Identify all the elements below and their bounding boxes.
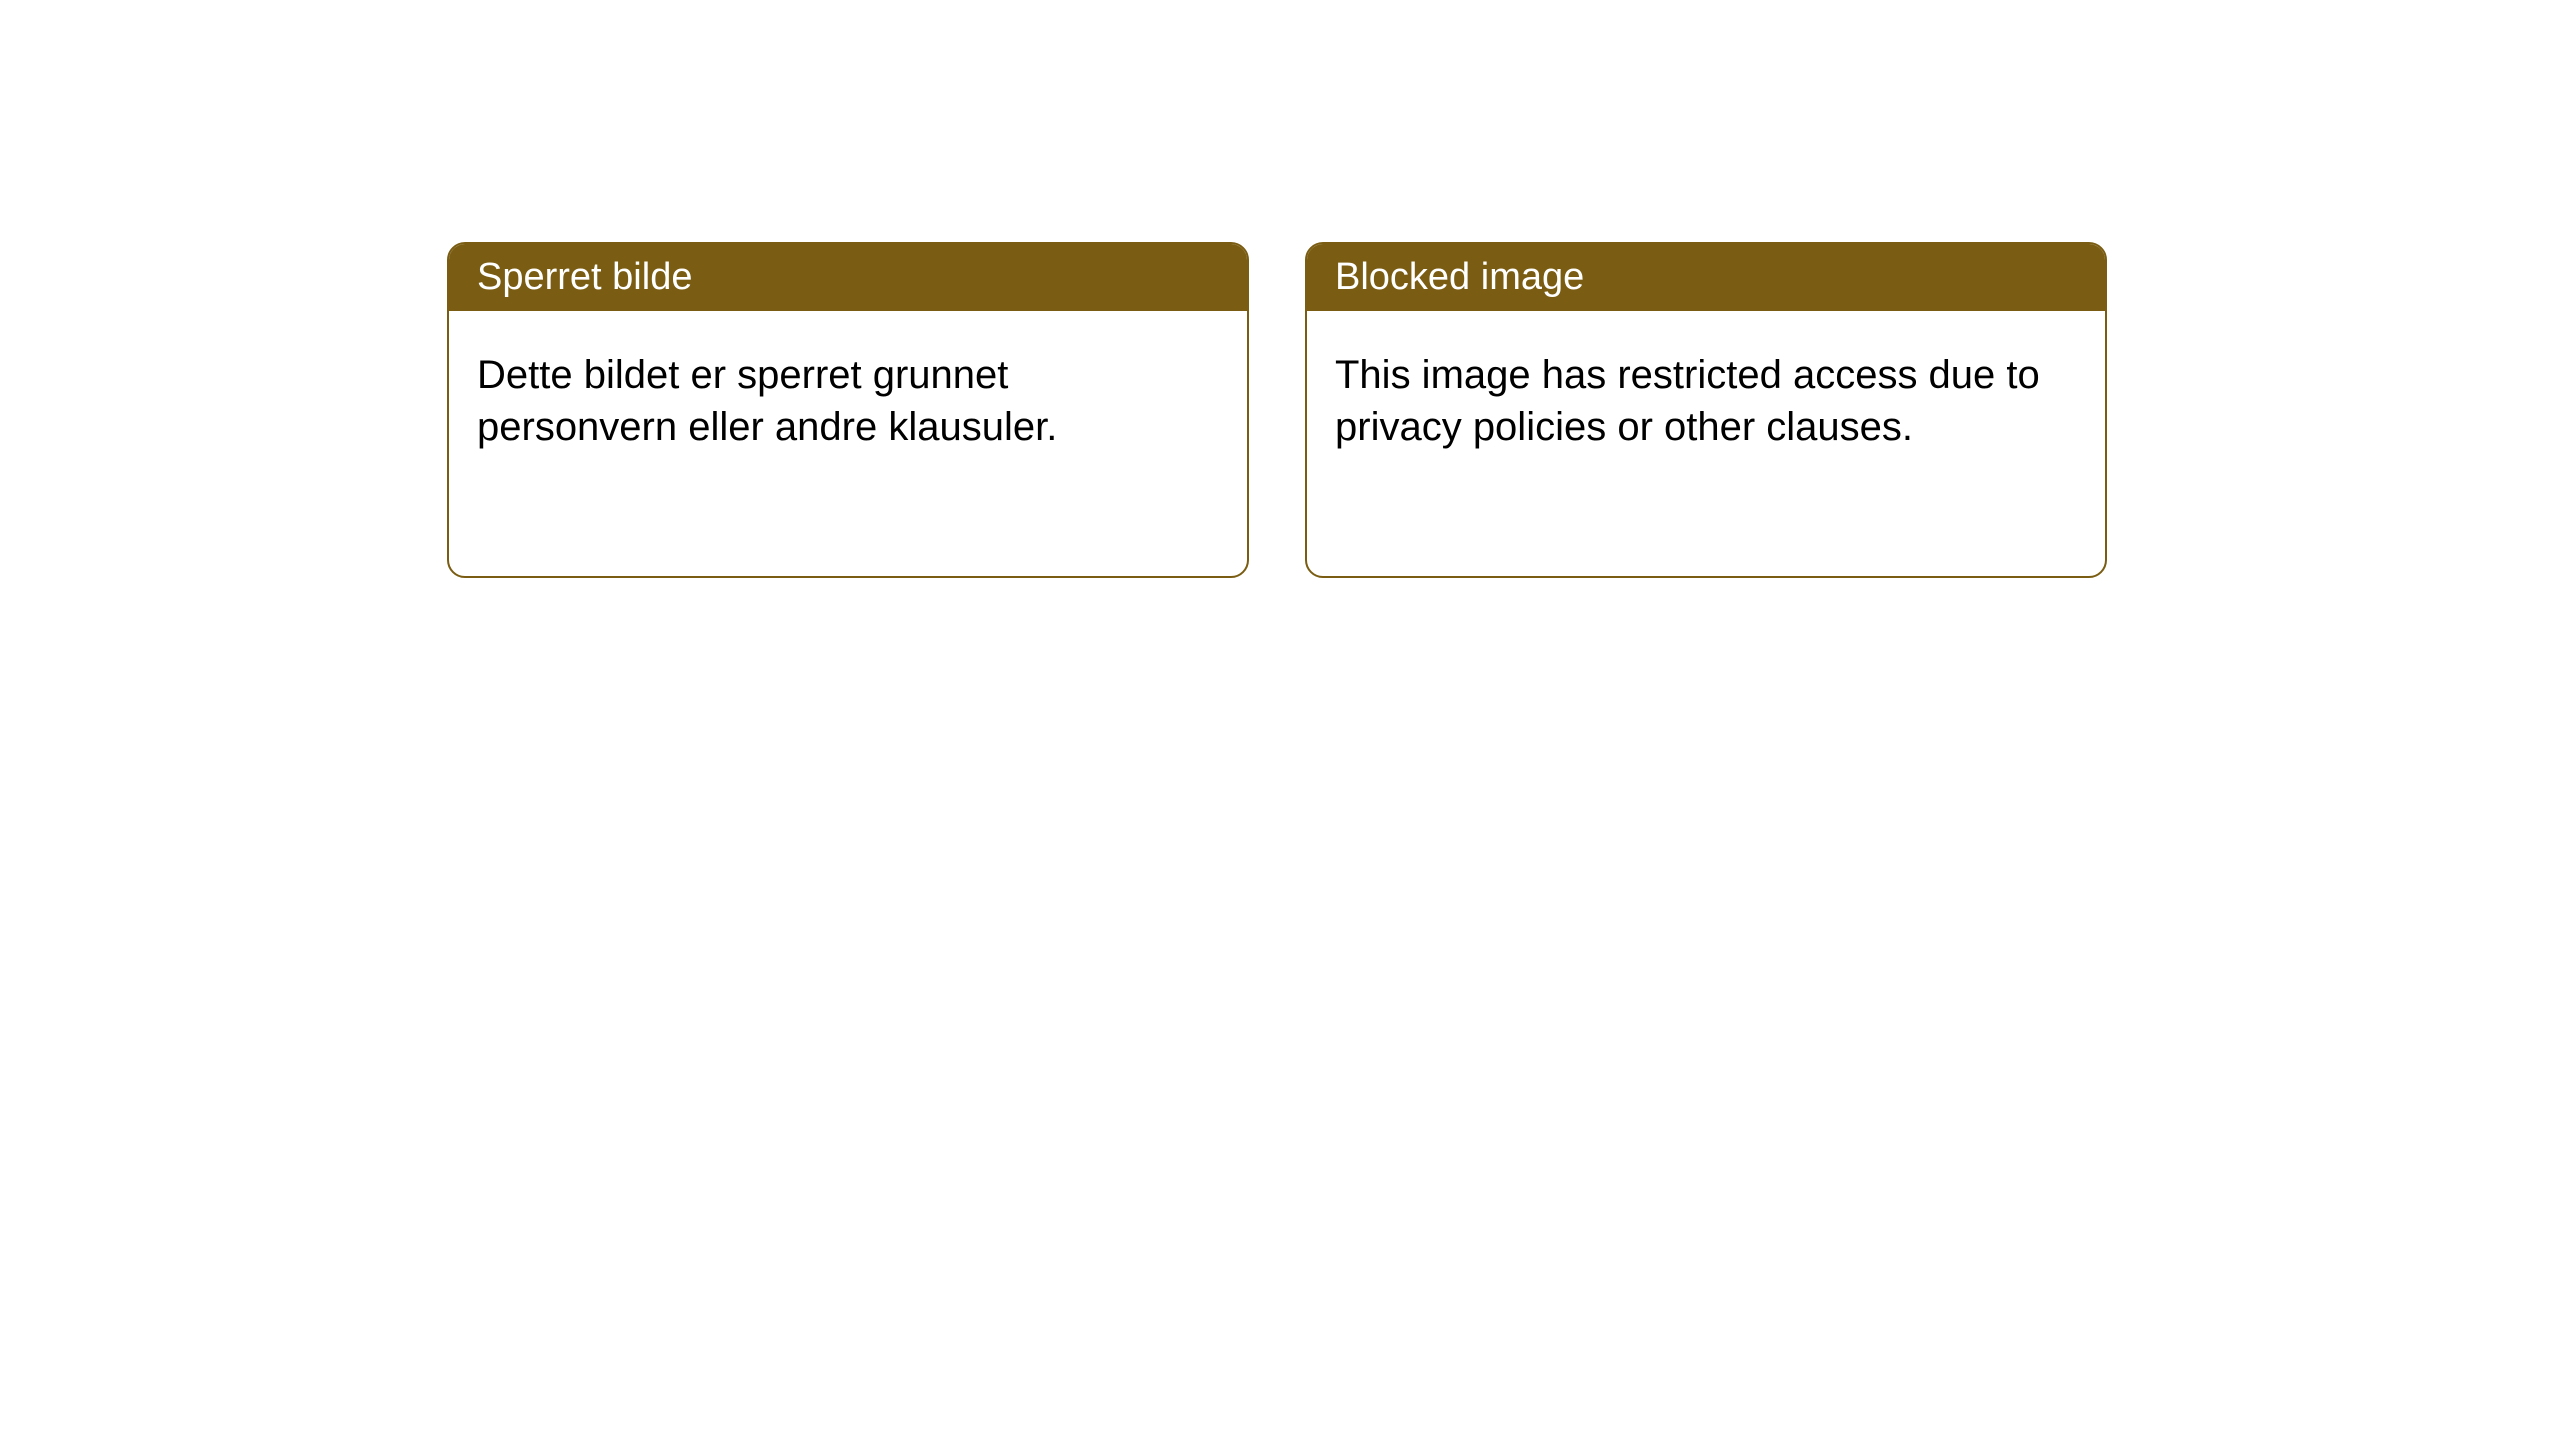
card-header-norwegian: Sperret bilde xyxy=(449,244,1247,311)
card-body-english: This image has restricted access due to … xyxy=(1307,311,2105,491)
card-text-norwegian: Dette bildet er sperret grunnet personve… xyxy=(477,353,1057,449)
card-title-norwegian: Sperret bilde xyxy=(477,256,692,298)
card-header-english: Blocked image xyxy=(1307,244,2105,311)
card-norwegian: Sperret bilde Dette bildet er sperret gr… xyxy=(447,242,1249,578)
card-english: Blocked image This image has restricted … xyxy=(1305,242,2107,578)
card-title-english: Blocked image xyxy=(1335,256,1584,298)
card-body-norwegian: Dette bildet er sperret grunnet personve… xyxy=(449,311,1247,491)
cards-container: Sperret bilde Dette bildet er sperret gr… xyxy=(0,0,2560,578)
card-text-english: This image has restricted access due to … xyxy=(1335,353,2040,449)
